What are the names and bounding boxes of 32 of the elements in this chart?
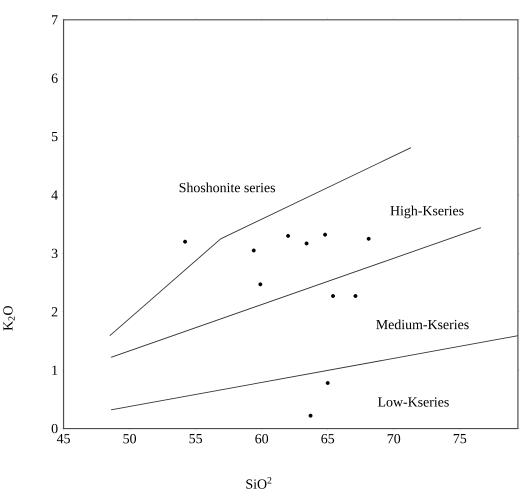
- x-axis-title: SiO$^{2}$: [246, 477, 272, 489]
- point: [331, 294, 335, 298]
- point: [353, 294, 358, 298]
- annotation: Low-Kseries: [378, 397, 449, 407]
- y-tick-label: 0: [52, 424, 58, 434]
- x-tick-label: 50: [123, 434, 136, 444]
- y-tick-label: 1: [52, 366, 58, 375]
- x-tick-label: 45: [56, 434, 70, 444]
- y-tick-label: 5: [52, 132, 58, 142]
- point: [286, 234, 290, 238]
- y-tick-label: 4: [51, 190, 58, 200]
- point: [308, 414, 313, 418]
- point: [366, 236, 371, 241]
- annotation: Medium-Kseries: [376, 319, 469, 330]
- x-tick-label: 55: [190, 434, 202, 444]
- x-tick-label: 75: [454, 434, 466, 444]
- point: [258, 282, 262, 286]
- point: [304, 241, 309, 246]
- y-tick-label: 2: [52, 307, 58, 316]
- y-tick-label: 3: [52, 248, 58, 258]
- point: [183, 240, 188, 244]
- point: [252, 248, 256, 252]
- point: [326, 381, 330, 385]
- x-tick-label: 60: [255, 434, 268, 444]
- x-tick-label: 70: [388, 434, 400, 444]
- annotation: Shoshonite series: [180, 182, 276, 192]
- annotation: High-Kseries: [390, 206, 464, 218]
- x-tick-label: 65: [321, 434, 334, 444]
- point: [323, 232, 328, 237]
- y-tick-label: 6: [52, 74, 58, 83]
- y-tick-label: 7: [52, 15, 58, 24]
- y-axis-title: K$_{2}$O: [3, 306, 15, 331]
